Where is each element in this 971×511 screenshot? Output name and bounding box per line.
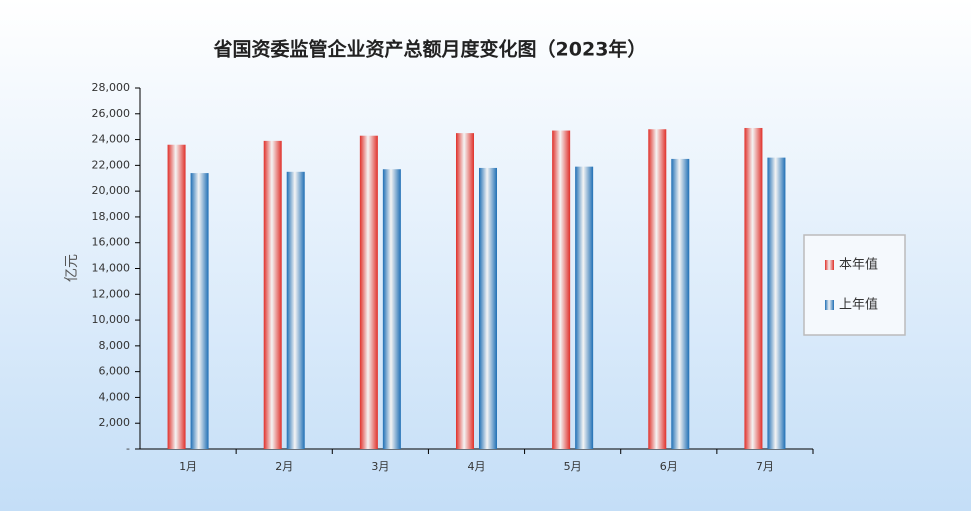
y-tick-label: 12,000 xyxy=(92,287,131,300)
y-tick-label: 10,000 xyxy=(92,313,131,326)
y-tick-label: 26,000 xyxy=(92,107,131,120)
bar xyxy=(744,127,763,449)
x-tick-label: 6月 xyxy=(660,460,678,473)
bar xyxy=(382,169,401,449)
y-tick-label: 16,000 xyxy=(92,236,131,249)
bar xyxy=(575,166,594,449)
bar xyxy=(648,129,667,449)
y-tick-label: 28,000 xyxy=(92,81,131,94)
bar xyxy=(456,133,474,449)
bar xyxy=(479,167,497,449)
y-tick-label: 8,000 xyxy=(99,339,131,352)
y-axis-label: 亿元 xyxy=(64,254,80,282)
y-tick-label: 22,000 xyxy=(92,158,131,171)
x-tick-label: 7月 xyxy=(756,460,774,473)
y-tick-label: 18,000 xyxy=(92,210,131,223)
legend-label: 上年值 xyxy=(839,297,878,313)
chart-title: 省国资委监管企业资产总额月度变化图（2023年） xyxy=(213,38,647,61)
bar xyxy=(263,140,282,449)
bar xyxy=(552,130,571,449)
y-tick-label: 4,000 xyxy=(99,390,131,403)
bar xyxy=(359,135,378,450)
y-tick-label: 2,000 xyxy=(99,416,131,429)
bar xyxy=(767,157,786,449)
x-tick-label: 4月 xyxy=(468,460,486,473)
y-tick-label: 14,000 xyxy=(92,262,131,275)
bar xyxy=(671,158,690,450)
legend-box xyxy=(803,234,906,336)
y-tick-label: - xyxy=(126,442,130,455)
x-tick-label: 2月 xyxy=(275,460,293,473)
legend-swatch xyxy=(825,260,834,270)
x-tick-label: 3月 xyxy=(371,460,389,473)
y-tick-label: 6,000 xyxy=(99,365,131,378)
legend-swatch xyxy=(825,300,834,310)
bar xyxy=(167,144,186,449)
x-tick-label: 1月 xyxy=(179,460,197,473)
legend-label: 本年值 xyxy=(839,257,878,273)
y-tick-label: 20,000 xyxy=(92,184,131,197)
bar xyxy=(190,173,209,450)
bar xyxy=(286,171,305,449)
y-tick-label: 24,000 xyxy=(92,133,131,146)
x-tick-label: 5月 xyxy=(564,460,582,473)
